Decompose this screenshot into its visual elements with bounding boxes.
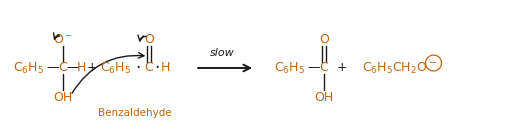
Text: +: + [337, 61, 347, 74]
Text: +: + [86, 61, 97, 74]
Text: C: C [58, 61, 67, 74]
Text: $\mathregular{C_6H_5}$: $\mathregular{C_6H_5}$ [13, 60, 44, 76]
Text: O: O [319, 33, 329, 46]
Text: O: O [144, 33, 154, 46]
Text: OH: OH [314, 91, 333, 104]
Text: —: — [308, 61, 320, 74]
Text: $\mathregular{C_6H_5}$: $\mathregular{C_6H_5}$ [100, 60, 131, 76]
Text: C: C [319, 61, 328, 74]
Text: —: — [66, 61, 79, 74]
Text: —: — [46, 61, 59, 74]
Text: $\mathregular{O^-}$: $\mathregular{O^-}$ [52, 33, 72, 46]
Text: C: C [144, 61, 153, 74]
Text: H: H [161, 61, 170, 74]
Text: −: − [429, 58, 438, 68]
Text: ·: · [135, 59, 141, 77]
Text: H: H [77, 61, 86, 74]
Text: $\mathregular{C_6H_5CH_2O}$: $\mathregular{C_6H_5CH_2O}$ [362, 60, 427, 76]
Text: ·: · [155, 59, 160, 77]
Text: slow: slow [209, 48, 235, 58]
Text: Benzaldehyde: Benzaldehyde [99, 107, 172, 118]
Text: $\mathregular{C_6H_5}$: $\mathregular{C_6H_5}$ [275, 60, 306, 76]
Text: OH: OH [53, 91, 72, 104]
